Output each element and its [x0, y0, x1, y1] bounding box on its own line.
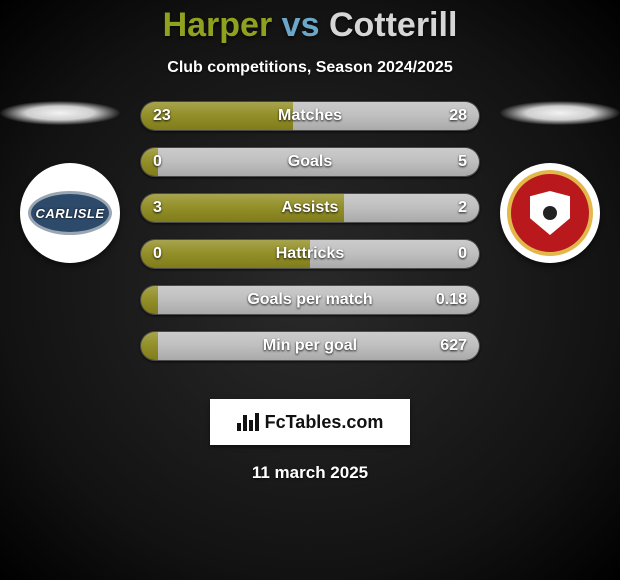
shield-icon — [530, 191, 570, 235]
stat-row: 32Assists — [140, 193, 480, 223]
stat-label: Hattricks — [141, 240, 479, 268]
club-badge-left: CARLISLE — [20, 163, 120, 263]
stat-label: Assists — [141, 194, 479, 222]
club-badge-right — [500, 163, 600, 263]
stat-label: Goals per match — [141, 286, 479, 314]
subtitle: Club competitions, Season 2024/2025 — [0, 59, 620, 77]
club-badge-left-text: CARLISLE — [36, 206, 105, 221]
page-title: Harper vs Cotterill — [0, 0, 620, 45]
stat-row: 00Hattricks — [140, 239, 480, 269]
bar-chart-icon — [237, 413, 259, 431]
title-player-left: Harper — [163, 6, 273, 44]
date-label: 11 march 2025 — [0, 463, 620, 483]
attribution-badge[interactable]: FcTables.com — [210, 399, 410, 445]
content: Harper vs Cotterill Club competitions, S… — [0, 0, 620, 580]
player-right-glow — [500, 101, 620, 125]
title-vs: vs — [282, 6, 320, 44]
club-badge-left-inner: CARLISLE — [28, 191, 112, 235]
stat-row: 05Goals — [140, 147, 480, 177]
stat-label: Matches — [141, 102, 479, 130]
football-icon — [543, 206, 557, 220]
attribution-text: FcTables.com — [265, 412, 384, 433]
stat-row: 2328Matches — [140, 101, 480, 131]
stat-label: Min per goal — [141, 332, 479, 360]
club-badge-right-inner — [507, 170, 593, 256]
stat-row: 0.18Goals per match — [140, 285, 480, 315]
stat-row: 627Min per goal — [140, 331, 480, 361]
title-player-right: Cotterill — [329, 6, 457, 44]
comparison-stage: CARLISLE 2328Matches 05Goals 32Assists 00Ha… — [0, 101, 620, 391]
stat-label: Goals — [141, 148, 479, 176]
stat-bars: 2328Matches 05Goals 32Assists 00Hattricks 0.… — [140, 101, 480, 377]
player-left-glow — [0, 101, 120, 125]
